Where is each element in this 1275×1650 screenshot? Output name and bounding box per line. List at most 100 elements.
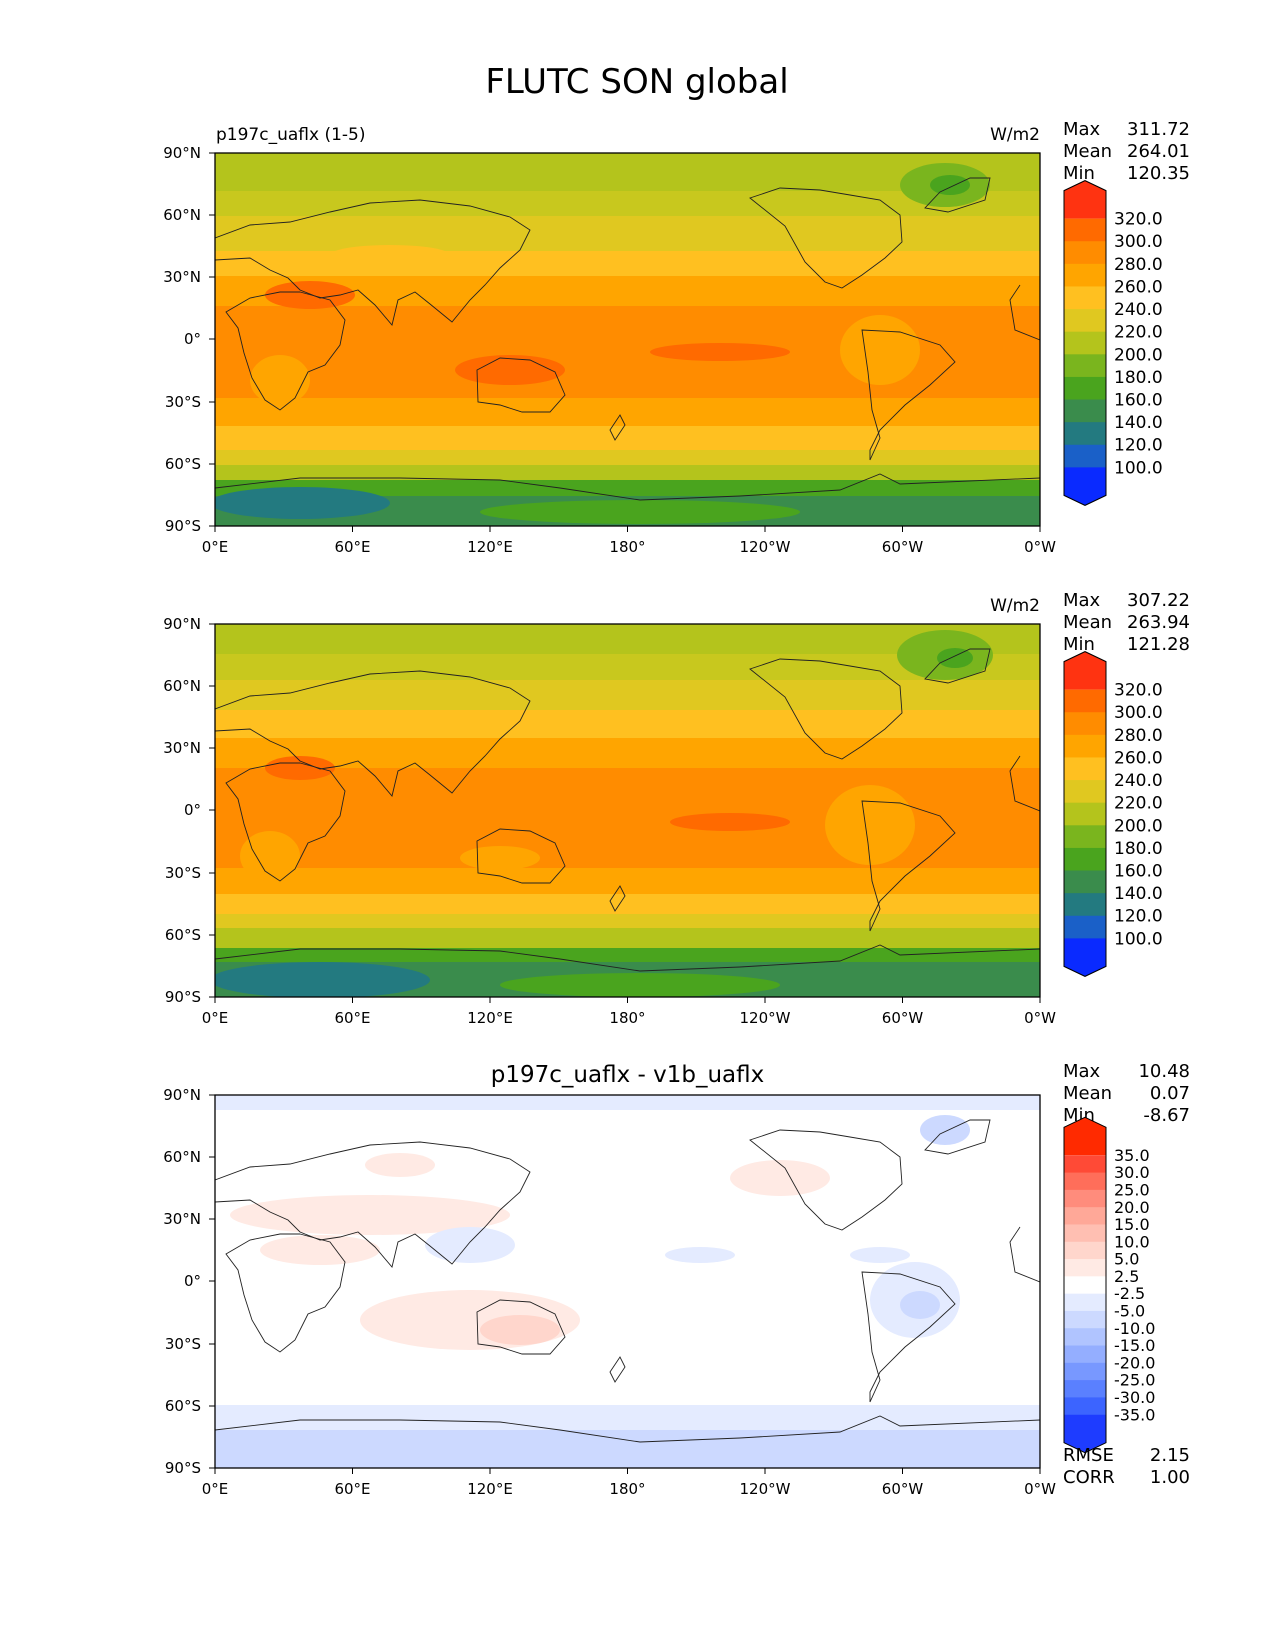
stat-label: Max bbox=[1063, 119, 1101, 140]
colorbar-swatch bbox=[1064, 331, 1106, 355]
colorbar-label: 160.0 bbox=[1114, 390, 1163, 410]
colorbar-label: 140.0 bbox=[1114, 884, 1163, 904]
x-tick-label: 60°E bbox=[334, 1009, 370, 1027]
stat-mean-value: 263.94 bbox=[1127, 612, 1190, 633]
coastlines bbox=[215, 177, 1040, 501]
stat-min-value: 121.28 bbox=[1127, 634, 1190, 655]
y-tick-label: 90°N bbox=[163, 1086, 201, 1104]
stat-min-value: 120.35 bbox=[1127, 163, 1190, 184]
x-axis: 0°E 60°E 120°E 180° 120°W 60°W 0°W bbox=[202, 1009, 1056, 1027]
x-tick-label: 120°E bbox=[467, 1480, 513, 1498]
colorbar-label: -25.0 bbox=[1114, 1371, 1155, 1390]
y-tick-label: 60°S bbox=[165, 1397, 201, 1415]
x-tick-label: 0°E bbox=[202, 1009, 229, 1027]
y-tick-label: 0° bbox=[184, 330, 201, 348]
x-tick-label: 0°W bbox=[1024, 538, 1056, 556]
stats-box: Max 10.48 Mean 0.07 Min -8.67 bbox=[1063, 1061, 1190, 1126]
y-tick-label: 90°S bbox=[165, 1459, 201, 1477]
x-tick-label: 120°E bbox=[467, 538, 513, 556]
colorbar-swatch bbox=[1064, 802, 1106, 826]
y-tick-label: 60°N bbox=[163, 677, 201, 695]
colorbar-label: 180.0 bbox=[1114, 368, 1163, 388]
colorbar-outline bbox=[1063, 651, 1107, 977]
panel-center-title: p197c_uaflx - v1b_uaflx bbox=[491, 1062, 764, 1088]
x-ticks bbox=[214, 526, 1041, 532]
colorbar-extend-min bbox=[1064, 467, 1106, 506]
colorbar-label: 320.0 bbox=[1114, 210, 1163, 230]
colorbar-swatch bbox=[1064, 1172, 1106, 1191]
colorbar-label: 100.0 bbox=[1114, 458, 1163, 478]
y-tick-label: 90°N bbox=[163, 615, 201, 633]
y-ticks bbox=[209, 623, 215, 998]
stat-mean-value: 264.01 bbox=[1127, 141, 1190, 162]
x-tick-label: 60°E bbox=[334, 1480, 370, 1498]
colorbar-label: 30.0 bbox=[1114, 1163, 1150, 1182]
x-tick-label: 180° bbox=[609, 1480, 645, 1498]
colorbar-label: 120.0 bbox=[1114, 907, 1163, 927]
coastlines bbox=[215, 1119, 1040, 1443]
colorbar-swatch bbox=[1064, 241, 1106, 265]
colorbar-swatch bbox=[1064, 780, 1106, 804]
figure-title: FLUTC SON global bbox=[485, 62, 788, 102]
stat-max-value: 311.72 bbox=[1127, 119, 1190, 140]
x-tick-label: 0°W bbox=[1024, 1480, 1056, 1498]
colorbar-swatch bbox=[1064, 286, 1106, 310]
stat-label: Max bbox=[1063, 590, 1101, 611]
x-ticks bbox=[214, 997, 1041, 1003]
panel-reference: W/m2 bbox=[163, 590, 1190, 1027]
stat-label: Mean bbox=[1063, 612, 1112, 633]
colorbar-swatch bbox=[1064, 1397, 1106, 1416]
y-axis: 90°N 60°N 30°N 0° 30°S 60°S 90°S bbox=[163, 1086, 201, 1477]
colorbar-swatch bbox=[1064, 1362, 1106, 1381]
colorbar-extend-max bbox=[1064, 1117, 1106, 1156]
coastlines bbox=[215, 648, 1040, 972]
colorbar-label: 300.0 bbox=[1114, 232, 1163, 252]
colorbar-swatch bbox=[1064, 915, 1106, 939]
colorbar-swatch bbox=[1064, 847, 1106, 872]
x-tick-label: 0°E bbox=[202, 1480, 229, 1498]
colorbar-label: -2.5 bbox=[1114, 1284, 1145, 1303]
colorbar-label: 2.5 bbox=[1114, 1267, 1139, 1286]
y-tick-label: 60°S bbox=[165, 455, 201, 473]
y-tick-label: 90°N bbox=[163, 144, 201, 162]
x-tick-label: 0°W bbox=[1024, 1009, 1056, 1027]
x-axis: 0°E 60°E 120°E 180° 120°W 60°W 0°W bbox=[202, 538, 1056, 556]
colorbar-label: 220.0 bbox=[1114, 323, 1163, 343]
colorbar-label: 180.0 bbox=[1114, 839, 1163, 859]
stat-label: Mean bbox=[1063, 1083, 1112, 1104]
stat-label: Mean bbox=[1063, 141, 1112, 162]
colorbar-label: 300.0 bbox=[1114, 703, 1163, 723]
panel-test: p197c_uaflx (1-5) W/m2 bbox=[163, 119, 1190, 556]
y-tick-label: 60°S bbox=[165, 926, 201, 944]
colorbar-label: 10.0 bbox=[1114, 1232, 1150, 1251]
panel-units: W/m2 bbox=[990, 596, 1040, 616]
x-tick-label: 60°W bbox=[882, 1009, 924, 1027]
colorbar-label: 15.0 bbox=[1114, 1215, 1150, 1234]
x-tick-label: 60°E bbox=[334, 538, 370, 556]
y-tick-label: 0° bbox=[184, 1272, 201, 1290]
colorbar-swatch bbox=[1064, 376, 1106, 401]
x-tick-label: 60°W bbox=[882, 1480, 924, 1498]
colorbar-extend-max bbox=[1064, 180, 1106, 219]
y-tick-label: 90°S bbox=[165, 988, 201, 1006]
y-tick-label: 60°N bbox=[163, 206, 201, 224]
colorbar-swatch bbox=[1064, 1380, 1106, 1398]
panel-left-title: p197c_uaflx (1-5) bbox=[216, 125, 365, 145]
y-tick-label: 30°S bbox=[165, 1335, 201, 1353]
panel-units: W/m2 bbox=[990, 125, 1040, 145]
colorbar-swatch bbox=[1064, 1328, 1106, 1347]
colorbar-label: 240.0 bbox=[1114, 771, 1163, 791]
colorbar-label: -5.0 bbox=[1114, 1302, 1145, 1321]
colorbar-swatch bbox=[1064, 309, 1106, 333]
map-field bbox=[215, 1095, 1040, 1468]
colorbar-swatch bbox=[1064, 218, 1106, 242]
colorbar-swatch bbox=[1064, 1189, 1106, 1208]
x-ticks bbox=[214, 1468, 1041, 1474]
x-tick-label: 60°W bbox=[882, 538, 924, 556]
colorbar-swatch bbox=[1064, 1224, 1106, 1243]
colorbar-label: -30.0 bbox=[1114, 1388, 1155, 1407]
y-tick-label: 60°N bbox=[163, 1148, 201, 1166]
colorbar-label: 100.0 bbox=[1114, 929, 1163, 949]
